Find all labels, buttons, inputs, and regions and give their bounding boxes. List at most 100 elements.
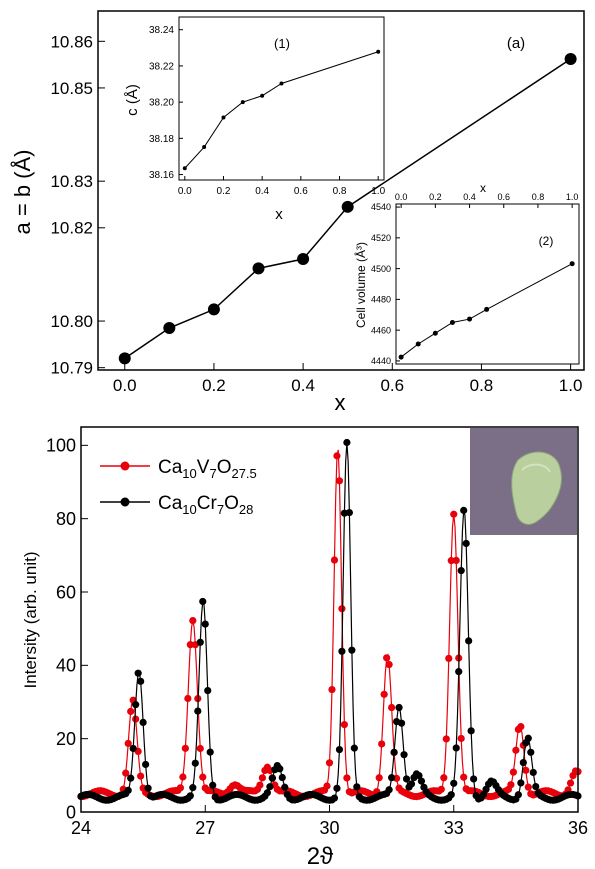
xrd-point-0-48	[137, 772, 145, 780]
xrd-point-1-104	[206, 748, 214, 756]
x-tick-label-0: 0.0	[113, 376, 137, 395]
xrd-point-1-362	[527, 748, 535, 756]
xrd-series-1	[77, 438, 582, 804]
x-tick-label-3: 33	[444, 818, 464, 838]
inset2-point-0	[398, 354, 404, 360]
y-tick-label-1: 10.80	[50, 312, 93, 331]
y-tick-label-4: 4520	[371, 233, 391, 243]
inset1-point-6	[376, 49, 381, 54]
xrd-point-0-144	[256, 781, 264, 789]
y-tick-label-3: 10.83	[50, 172, 93, 191]
x-tick-label-5: 1.0	[559, 376, 583, 395]
inset-1: 0.0 0.2 0.4 0.6 0.8 1.0 38.16 38.18 38.20 38.22 38…	[124, 16, 386, 223]
xrd-point-1-304	[455, 668, 463, 676]
xrd-point-1-150	[263, 789, 271, 797]
inset1-point-5	[279, 81, 284, 86]
legend1-el2: V	[197, 457, 210, 478]
x-tick-label-5: 1.0	[566, 192, 579, 202]
xrd-point-1-42	[129, 744, 137, 753]
top-plot-frame	[97, 10, 585, 371]
xrd-point-0-210	[338, 605, 346, 613]
x-tick-label-5: 1.0	[371, 186, 385, 197]
xrd-point-0-86	[184, 694, 192, 703]
legend1-sub3: 27.5	[231, 466, 256, 481]
legend1-base: Ca	[158, 457, 183, 478]
xrd-point-1-204	[330, 794, 339, 802]
xrd-point-1-102	[204, 686, 212, 695]
inset1-point-2	[221, 115, 226, 120]
xrd-point-0-248	[385, 660, 393, 669]
xrd-point-1-94	[194, 707, 202, 715]
legend-marker-2	[120, 497, 130, 507]
y-tick-label-5: 100	[46, 436, 76, 456]
pellet-highlight	[521, 463, 551, 473]
y-tick-label-4: 80	[56, 509, 76, 529]
xrd-point-0-146	[258, 774, 267, 782]
y-tick-label-0: 4440	[371, 356, 391, 366]
bottom-panel: 24 27 30 33 36 0 20 40 60 80 100 2ϑ Intersity (arb…	[21, 426, 588, 869]
inset2-y-axis-label: Cell volume (Å³)	[353, 242, 368, 328]
x-tick-label-1: 0.2	[202, 376, 226, 395]
y-tick-label-2: 38.20	[149, 98, 174, 109]
xrd-point-1-316	[470, 775, 478, 783]
x-tick-label-1: 0.2	[217, 186, 231, 197]
xrd-point-0-202	[328, 685, 336, 694]
xrd-point-0-84	[181, 744, 189, 752]
inset1-x-axis-label: x	[275, 206, 283, 223]
legend2-el2: Cr	[197, 493, 218, 514]
xrd-point-0-40	[127, 707, 135, 716]
xrd-point-1-52	[142, 760, 150, 769]
xrd-point-1-44	[132, 701, 140, 709]
y-tick-label-5: 4540	[371, 202, 391, 212]
x-tick-label-0: 24	[71, 818, 91, 838]
y-tick-label-0: 0	[66, 802, 76, 822]
xrd-point-0-96	[196, 744, 204, 753]
xrd-point-1-312	[465, 637, 473, 645]
inset2-point-5	[484, 306, 490, 312]
legend1-sub2: 7	[209, 466, 216, 481]
inset2-frame	[395, 203, 580, 365]
y-tick-label-2: 10.82	[50, 219, 93, 238]
x-tick-label-4: 0.8	[470, 376, 494, 395]
xrd-point-0-44	[132, 715, 140, 723]
xrd-point-1-274	[417, 777, 426, 785]
xrd-point-1-314	[467, 727, 475, 735]
y-tick-label-3: 60	[56, 582, 76, 602]
xrd-point-0-212	[340, 720, 349, 729]
xrd-point-0-38	[124, 739, 132, 748]
xrd-point-0-198	[323, 782, 331, 790]
xrd-point-1-252	[390, 748, 398, 756]
xrd-point-1-366	[532, 782, 540, 791]
inset1-ticks: 0.0 0.2 0.4 0.6 0.8 1.0 38.16 38.18 38.20 38.22 38…	[149, 25, 386, 197]
xrd-point-1-164	[281, 783, 289, 791]
xrd-point-0-354	[517, 723, 525, 731]
xrd-point-0-300	[450, 510, 458, 518]
top-y-axis-label: a = b (Å)	[10, 150, 35, 235]
xrd-point-1-48	[137, 677, 145, 685]
y-tick-label-2: 40	[56, 656, 76, 676]
xrd-point-1-308	[460, 506, 468, 514]
inset2-point-1	[415, 341, 421, 347]
xrd-point-0-240	[375, 774, 383, 782]
legend2-sub3: 28	[239, 502, 253, 517]
xrd-point-1-106	[209, 781, 217, 789]
top-point-2	[207, 303, 220, 316]
xrd-point-0-80	[176, 784, 184, 792]
inset1-label: (1)	[274, 36, 290, 51]
xrd-point-1-354	[517, 779, 525, 787]
xrd-point-1-364	[529, 768, 537, 777]
xrd-point-1-248	[385, 786, 393, 794]
xrd-point-1-222	[353, 783, 361, 791]
xrd-point-1-98	[199, 597, 207, 606]
xrd-point-0-250	[388, 703, 396, 712]
y-tick-label-1: 38.18	[149, 134, 174, 145]
xrd-point-1-266	[407, 780, 416, 788]
xrd-point-1-92	[191, 759, 199, 767]
y-tick-label-3: 4500	[371, 264, 391, 274]
legend-marker-1	[120, 461, 130, 471]
xrd-point-1-90	[189, 784, 197, 792]
xrd-point-0-294	[442, 735, 450, 743]
legend1-sub1: 10	[182, 466, 196, 481]
y-tick-label-4: 38.24	[149, 25, 174, 36]
xrd-point-1-160	[276, 765, 284, 773]
